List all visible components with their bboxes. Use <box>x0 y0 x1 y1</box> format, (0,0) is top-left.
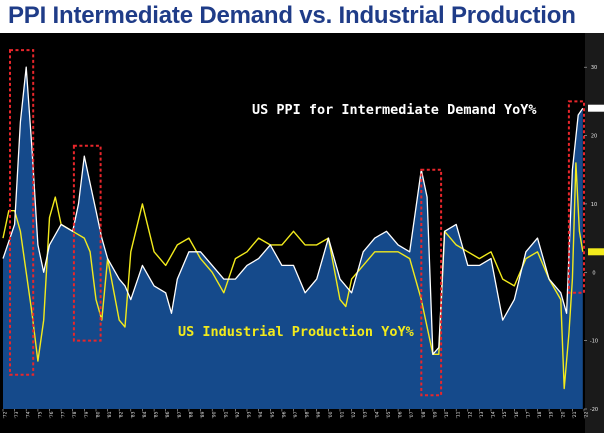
x-tick-label: '88 <box>188 411 194 418</box>
x-tick-label: '16 <box>514 411 520 418</box>
x-tick-label: '03 <box>363 411 369 418</box>
x-tick-label: '94 <box>258 411 264 418</box>
last-value-markers <box>588 104 604 256</box>
x-tick-label: '79 <box>84 411 90 418</box>
chart-title: PPI Intermediate Demand vs. Industrial P… <box>8 2 576 29</box>
y-tick-label: 0 <box>592 270 595 276</box>
chart-svg: '72 '73 '74 '75 '76 '77 '78 '79 '80 '81 '82 '83 '84 '… <box>0 33 604 433</box>
highlight-box <box>420 168 443 397</box>
highlight-box <box>9 49 35 376</box>
x-tick-label: '18 <box>537 411 543 418</box>
x-tick-label: '91 <box>223 411 229 418</box>
y-tick-label: 10 <box>591 202 597 208</box>
y-tick-label: 30 <box>591 65 597 71</box>
x-tick-label: '12 <box>467 411 473 418</box>
x-tick-label: '20 <box>560 411 566 418</box>
x-tick-label: '87 <box>177 411 183 418</box>
series-lines-layer <box>2 66 584 390</box>
x-tick-label: '09 <box>432 411 438 418</box>
ppi-area-fill <box>3 67 583 409</box>
y-tick-label: -20 <box>590 407 598 413</box>
x-tick-label: '92 <box>235 411 241 418</box>
x-tick-label: '84 <box>142 411 148 418</box>
x-tick-label: '98 <box>305 411 311 418</box>
x-tick-label: '77 <box>61 411 67 418</box>
x-tick-label: '13 <box>479 411 485 418</box>
y-tick-label: 20 <box>591 134 597 140</box>
x-tick-label: '00 <box>328 411 334 418</box>
x-tick-label: '75 <box>37 411 43 418</box>
x-tick-label: '04 <box>374 411 380 418</box>
x-tick-label: '15 <box>502 411 508 418</box>
x-tick-label: '95 <box>270 411 276 418</box>
x-tick-label: '81 <box>107 411 113 418</box>
highlight-box <box>567 100 586 294</box>
x-tick-label: '90 <box>212 411 218 418</box>
x-tick-label: '73 <box>14 411 20 418</box>
x-tick-label: '14 <box>491 411 497 418</box>
x-tick-label: '19 <box>549 411 555 418</box>
last-value-marker <box>588 104 604 112</box>
x-tick-label: '08 <box>421 411 427 418</box>
x-tick-label: '06 <box>398 411 404 418</box>
y-axis-ticks: 30 20 10 0 -10 -20 <box>584 65 598 413</box>
x-tick-label: '17 <box>525 411 531 418</box>
x-tick-label: '78 <box>72 411 78 418</box>
chart-container: '72 '73 '74 '75 '76 '77 '78 '79 '80 '81 '82 '83 '84 '… <box>0 33 604 433</box>
x-axis-ticks: '72 '73 '74 '75 '76 '77 '78 '79 '80 '81 '82 '83 '84 '… <box>3 409 590 418</box>
last-value-marker <box>588 248 604 256</box>
x-tick-label: '93 <box>247 411 253 418</box>
x-tick-label: '21 <box>572 411 578 418</box>
x-tick-label: '89 <box>200 411 206 418</box>
annotation-ppi: US PPI for Intermediate Demand YoY% <box>252 102 537 118</box>
x-tick-label: '22 <box>584 411 590 418</box>
x-tick-label: '96 <box>281 411 287 418</box>
annotation-industrial-production: US Industrial Production YoY% <box>178 324 415 340</box>
y-tick-label: -10 <box>590 339 598 345</box>
ppi-area-layer <box>3 67 583 409</box>
x-tick-label: '72 <box>3 411 9 418</box>
x-tick-label: '01 <box>340 411 346 418</box>
highlight-box <box>72 144 102 342</box>
x-tick-label: '11 <box>456 411 462 418</box>
x-tick-label: '80 <box>96 411 102 418</box>
x-tick-label: '85 <box>154 411 160 418</box>
x-tick-label: '74 <box>26 411 32 418</box>
ppi-line <box>2 66 584 355</box>
x-tick-label: '82 <box>119 411 125 418</box>
x-tick-label: '05 <box>386 411 392 418</box>
x-tick-label: '10 <box>444 411 450 418</box>
x-tick-label: '07 <box>409 411 415 418</box>
x-tick-label: '99 <box>316 411 322 418</box>
x-tick-label: '02 <box>351 411 357 418</box>
right-axis-panel <box>585 33 604 433</box>
x-tick-label: '76 <box>49 411 55 418</box>
x-tick-label: '83 <box>130 411 136 418</box>
x-tick-label: '86 <box>165 411 171 418</box>
highlight-boxes-layer <box>9 49 586 397</box>
x-tick-label: '97 <box>293 411 299 418</box>
